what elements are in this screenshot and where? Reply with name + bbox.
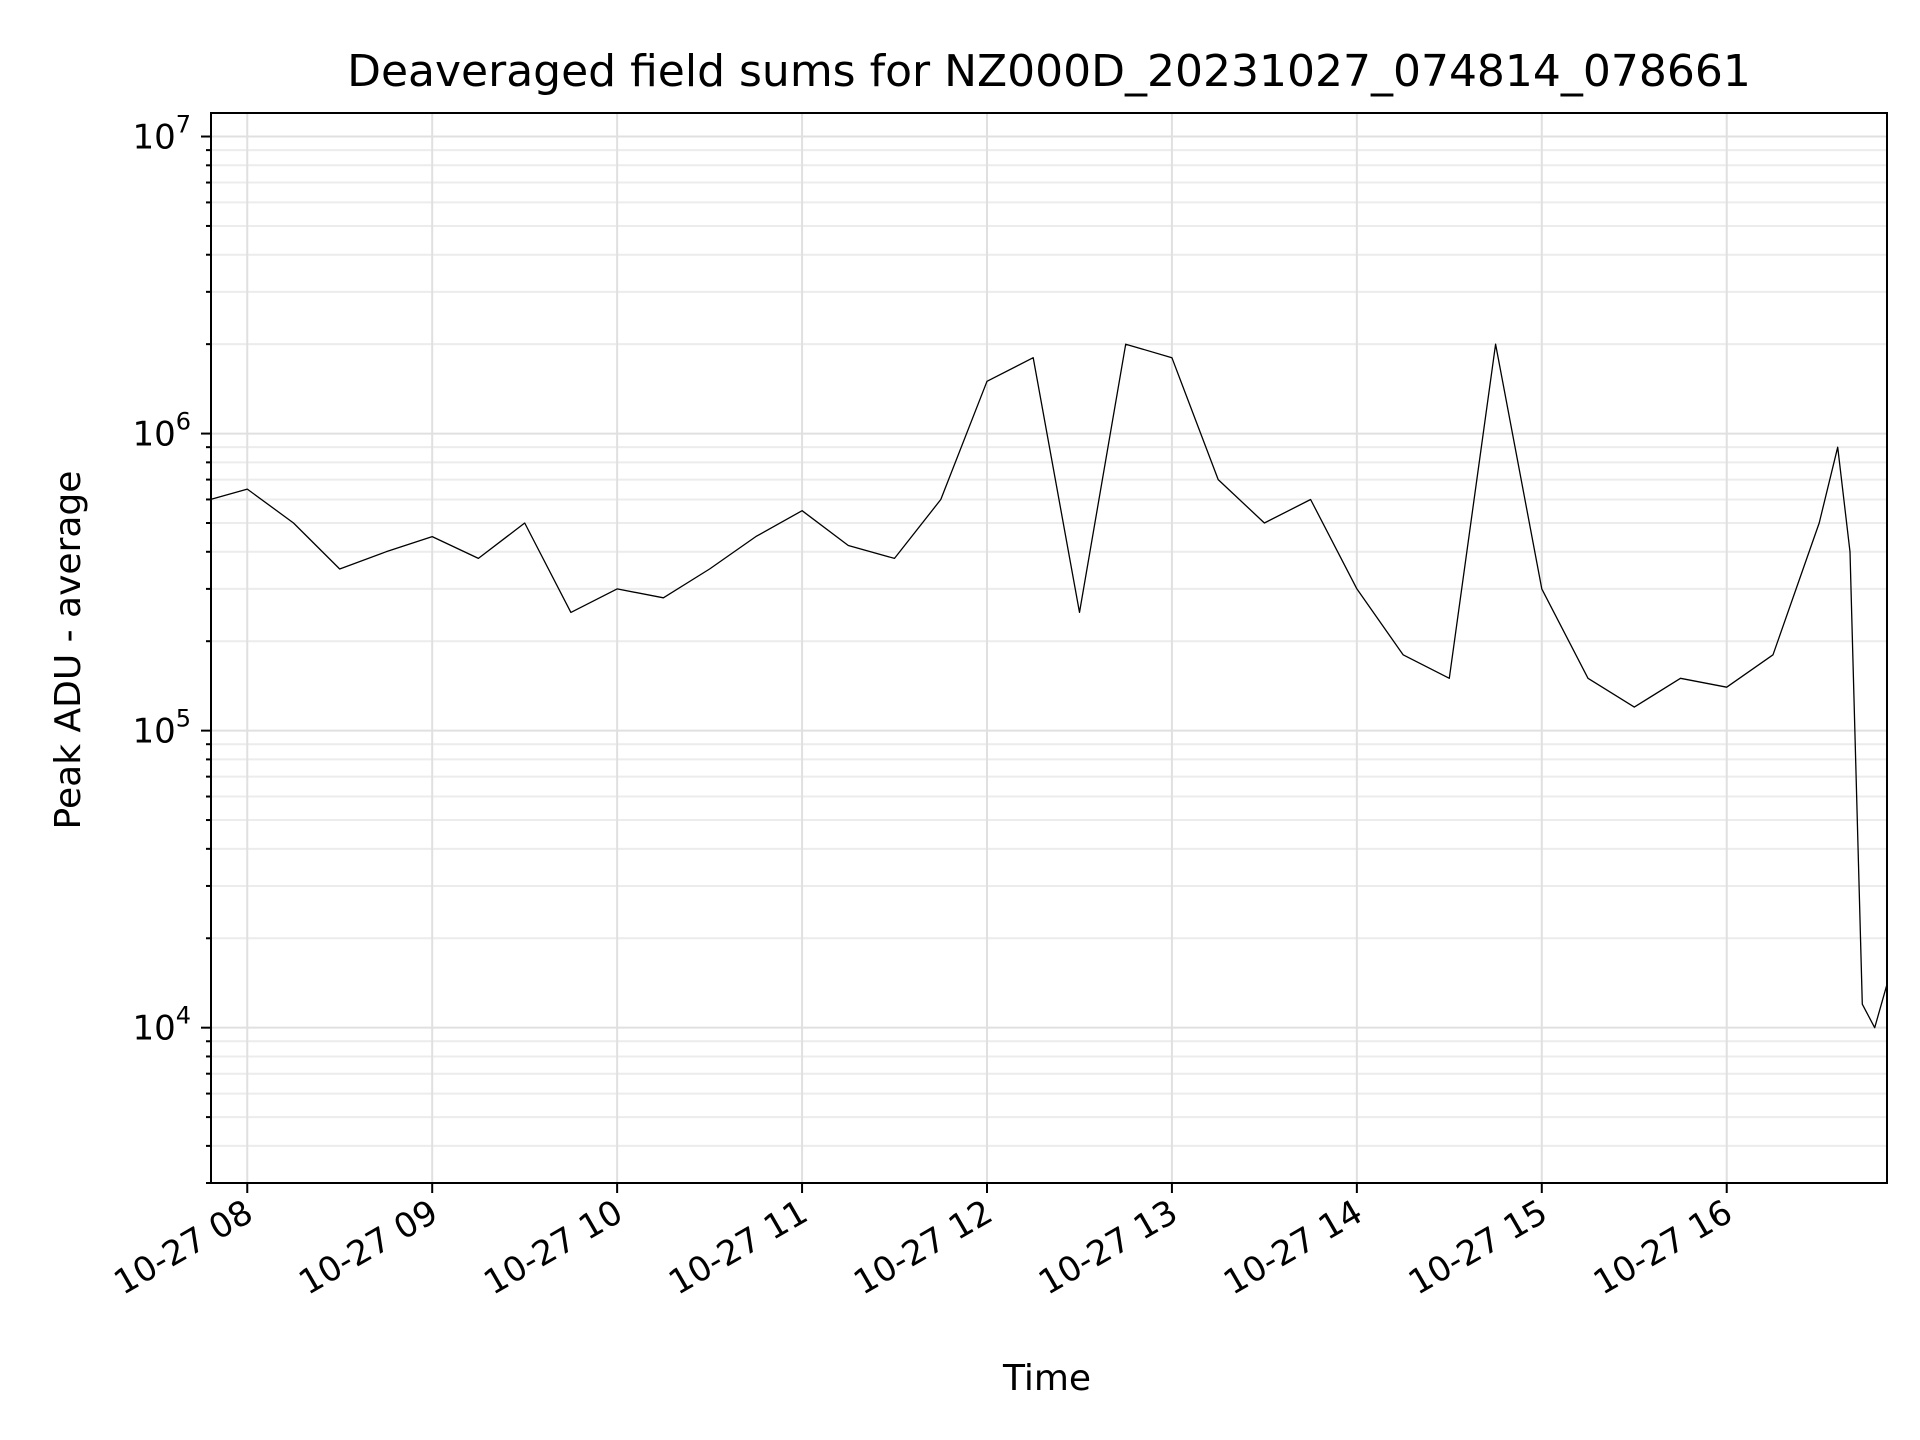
y-tick-label: 104 [132, 1002, 191, 1049]
y-tick-label: 105 [132, 705, 191, 752]
x-axis-label: Time [1002, 1358, 1091, 1399]
x-tick-label: 10-27 15 [1402, 1192, 1554, 1303]
x-tick-label: 10-27 12 [847, 1192, 999, 1303]
x-tick-label: 10-27 13 [1032, 1192, 1184, 1303]
y-tick-label: 107 [132, 111, 191, 158]
x-tick-label: 10-27 09 [292, 1192, 444, 1303]
x-tick-label: 10-27 11 [662, 1192, 814, 1303]
y-tick-label: 106 [132, 408, 191, 455]
x-tick-label: 10-27 08 [107, 1192, 259, 1303]
x-tick-label: 10-27 14 [1217, 1192, 1369, 1303]
plot-frame [210, 112, 1888, 1184]
series-line [210, 343, 1888, 1029]
chart-title: Deaveraged field sums for NZ000D_2023102… [347, 46, 1751, 97]
axis-ticks: 10-27 08 10-27 09 10-27 10 10-27 11 10-27 12… [107, 111, 1739, 1304]
x-tick-label: 10-27 10 [477, 1192, 629, 1303]
x-tick-label: 10-27 16 [1587, 1192, 1739, 1303]
grid [211, 113, 1887, 1184]
y-axis-label: Peak ADU - average [48, 471, 89, 830]
